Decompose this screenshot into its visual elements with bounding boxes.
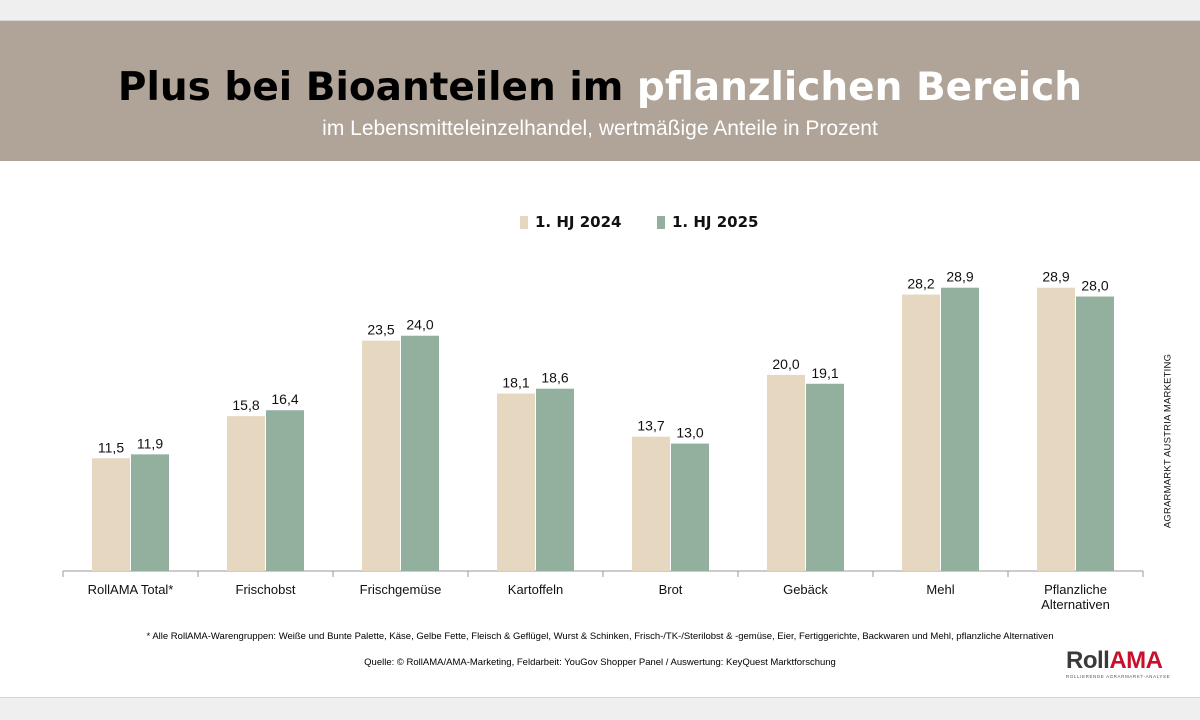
bar-2024 [362,340,400,571]
category-label: Pflanzliche [1044,582,1107,597]
bar-2025 [536,388,574,571]
bar-2025 [806,383,844,571]
data-label: 11,5 [98,439,124,455]
data-label: 13,0 [676,425,703,441]
category-label: Frischobst [236,582,296,597]
logo-part-roll: Roll [1066,647,1110,674]
rollama-logo: RollAMA ROLLIERENDE AGRARMARKT-ANALYSE [1066,649,1184,680]
data-label: 16,4 [271,391,298,407]
category-label: RollAMA Total* [88,582,174,597]
logo-tagline: ROLLIERENDE AGRARMARKT-ANALYSE [1066,674,1171,679]
legend-swatch-2025 [657,215,665,229]
data-label: 23,5 [367,322,394,338]
bar-2024 [902,294,940,571]
category-label: Alternativen [1041,597,1110,612]
legend-item-2024: 1. HJ 2024 [520,213,621,231]
page-title: Plus bei Bioanteilen im pflanzlichen Ber… [0,65,1200,110]
logo-wordmark: RollAMA [1066,649,1184,673]
bar-2025 [131,454,169,571]
logo-part-ama: AMA [1109,647,1163,674]
data-label: 13,7 [637,418,664,434]
legend-label-2024: 1. HJ 2024 [535,213,622,231]
header-banner: Plus bei Bioanteilen im pflanzlichen Ber… [0,21,1200,161]
category-label: Brot [659,582,683,597]
category-label: Gebäck [783,582,828,597]
chart-legend: 1. HJ 2024 1. HJ 2025 [0,213,1200,235]
side-label: AGRARMARKT AUSTRIA MARKETING [1162,353,1174,529]
bar-2025 [266,410,304,571]
bar-2024 [497,393,535,571]
category-label: Mehl [926,582,954,597]
data-label: 19,1 [811,365,838,381]
data-label: 24,0 [406,317,433,333]
legend-swatch-2024 [520,215,528,229]
bar-2024 [227,416,265,571]
data-label: 28,2 [907,276,934,292]
slide: Plus bei Bioanteilen im pflanzlichen Ber… [0,20,1200,698]
bar-2024 [767,374,805,571]
bar-chart: 11,5 11,9 RollAMA Total* 15,8 16,4 Frischobst… [62,269,1144,612]
bar-2024 [92,458,130,571]
data-label: 11,9 [137,435,163,451]
title-highlight: pflanzlichen Bereich [636,65,1083,110]
bar-2025 [1076,296,1114,571]
bar-2025 [671,443,709,571]
data-label: 20,0 [772,356,799,372]
page-subtitle: im Lebensmitteleinzelhandel, wertmäßige … [322,117,878,140]
source-note: Quelle: © RollAMA/AMA-Marketing, Feldarb… [364,657,836,668]
bar-2025 [401,335,439,571]
title-part-1: Plus bei Bioanteilen im [117,65,637,110]
data-label: 15,8 [232,397,259,413]
data-label: 18,6 [541,370,568,386]
footnote: * Alle RollAMA-Warengruppen: Weiße und B… [146,631,1054,642]
legend-label-2025: 1. HJ 2025 [672,213,759,231]
data-label: 28,9 [946,269,973,285]
bar-2025 [941,287,979,571]
data-label: 28,9 [1042,269,1069,285]
data-label: 18,1 [502,375,529,391]
bar-2024 [1037,287,1075,571]
bar-2024 [632,436,670,571]
category-label: Kartoffeln [508,582,563,597]
legend-item-2025: 1. HJ 2025 [657,213,758,231]
category-label: Frischgemüse [360,582,442,597]
data-label: 28,0 [1081,278,1108,294]
